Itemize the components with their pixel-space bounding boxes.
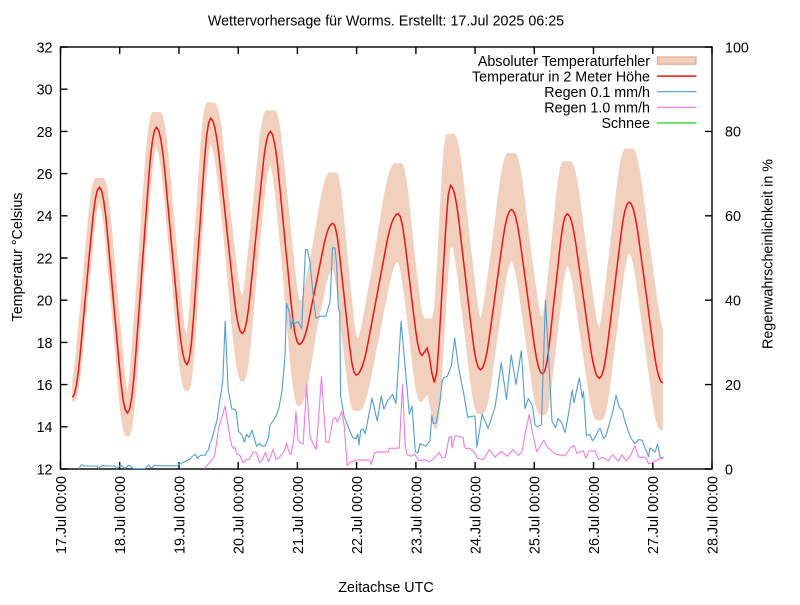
svg-text:Temperatur in 2 Meter Höhe: Temperatur in 2 Meter Höhe [472, 69, 650, 85]
svg-text:12: 12 [37, 462, 53, 478]
svg-text:16: 16 [37, 378, 53, 394]
svg-text:25.Jul 00:00: 25.Jul 00:00 [528, 476, 544, 554]
svg-text:28: 28 [37, 125, 53, 141]
svg-text:18: 18 [37, 336, 53, 352]
svg-text:22: 22 [37, 251, 53, 267]
svg-text:Temperatur °Celsius: Temperatur °Celsius [10, 193, 26, 322]
svg-text:26.Jul 00:00: 26.Jul 00:00 [587, 476, 603, 554]
svg-text:Regen 1.0 mm/h: Regen 1.0 mm/h [544, 101, 650, 117]
svg-text:80: 80 [725, 125, 741, 141]
svg-text:20: 20 [37, 294, 53, 310]
svg-text:24: 24 [37, 209, 53, 225]
svg-text:Zeitachse UTC: Zeitachse UTC [338, 580, 433, 596]
svg-text:19.Jul 00:00: 19.Jul 00:00 [172, 476, 188, 554]
svg-text:14: 14 [37, 420, 53, 436]
svg-text:26: 26 [37, 167, 53, 183]
svg-text:28.Jul 00:00: 28.Jul 00:00 [705, 476, 721, 554]
svg-text:Regenwahrscheinlichkeit in %: Regenwahrscheinlichkeit in % [761, 159, 777, 349]
svg-text:24.Jul 00:00: 24.Jul 00:00 [468, 476, 484, 554]
svg-text:Regen 0.1 mm/h: Regen 0.1 mm/h [544, 85, 650, 101]
svg-text:40: 40 [725, 294, 741, 310]
svg-text:20: 20 [725, 378, 741, 394]
svg-text:Schnee: Schnee [602, 116, 651, 132]
svg-text:20.Jul 00:00: 20.Jul 00:00 [232, 476, 248, 554]
svg-text:18.Jul 00:00: 18.Jul 00:00 [113, 476, 129, 554]
svg-text:Wettervorhersage für Worms. Er: Wettervorhersage für Worms. Erstellt: 17… [208, 14, 564, 30]
svg-text:32: 32 [37, 40, 53, 56]
svg-text:30: 30 [37, 83, 53, 99]
svg-text:27.Jul 00:00: 27.Jul 00:00 [646, 476, 662, 554]
svg-text:0: 0 [725, 462, 733, 478]
svg-text:60: 60 [725, 209, 741, 225]
svg-text:Absoluter Temperaturfehler: Absoluter Temperaturfehler [478, 54, 650, 70]
svg-text:21.Jul 00:00: 21.Jul 00:00 [291, 476, 307, 554]
svg-text:100: 100 [725, 40, 749, 56]
svg-text:17.Jul 00:00: 17.Jul 00:00 [54, 476, 70, 554]
svg-text:23.Jul 00:00: 23.Jul 00:00 [409, 476, 425, 554]
svg-text:22.Jul 00:00: 22.Jul 00:00 [350, 476, 366, 554]
